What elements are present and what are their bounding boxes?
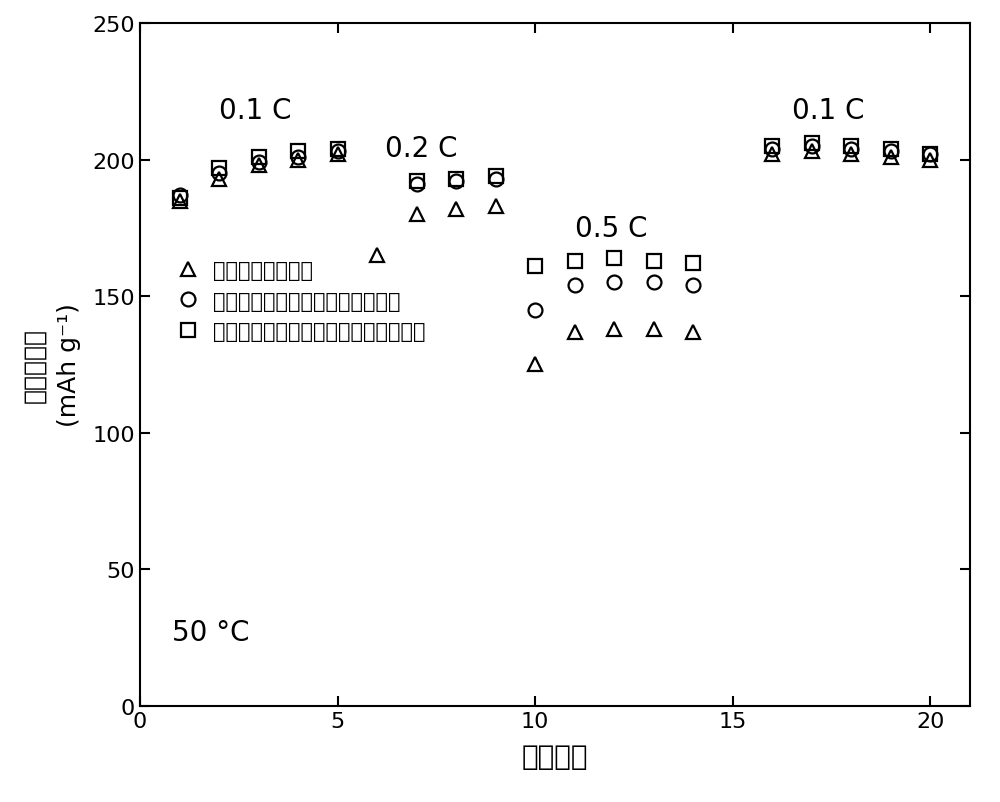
物理混合填料的聚合物固态电解质	[332, 148, 344, 157]
物理混合填料的聚合物固态电解质	[648, 278, 660, 288]
气相渗透法处理后的聚合物固态电解质	[885, 144, 897, 154]
Text: 50 °C: 50 °C	[172, 618, 249, 646]
气相渗透法处理后的聚合物固态电解质	[253, 153, 265, 163]
气相渗透法处理后的聚合物固态电解质	[766, 142, 778, 152]
聚合物固态电解质	[845, 150, 857, 160]
气相渗透法处理后的聚合物固态电解质	[569, 257, 581, 266]
Line: 气相渗透法处理后的聚合物固态电解质: 气相渗透法处理后的聚合物固态电解质	[173, 137, 937, 273]
Legend: 聚合物固态电解质, 物理混合填料的聚合物固态电解质, 气相渗透法处理后的聚合物固态电解质: 聚合物固态电解质, 物理混合填料的聚合物固态电解质, 气相渗透法处理后的聚合物固…	[167, 253, 434, 350]
聚合物固态电解质	[766, 150, 778, 160]
物理混合填料的聚合物固态电解质	[253, 158, 265, 168]
物理混合填料的聚合物固态电解质	[213, 169, 225, 179]
物理混合填料的聚合物固态电解质	[806, 142, 818, 152]
Text: 0.1 C: 0.1 C	[219, 97, 292, 125]
气相渗透法处理后的聚合物固态电解质	[845, 142, 857, 152]
聚合物固态电解质	[332, 150, 344, 160]
Line: 物理混合填料的聚合物固态电解质: 物理混合填料的聚合物固态电解质	[173, 140, 937, 318]
物理混合填料的聚合物固态电解质	[766, 144, 778, 154]
气相渗透法处理后的聚合物固态电解质	[213, 164, 225, 173]
物理混合填料的聚合物固态电解质	[490, 175, 502, 184]
气相渗透法处理后的聚合物固态电解质	[806, 140, 818, 149]
聚合物固态电解质	[885, 153, 897, 163]
聚合物固态电解质	[174, 196, 186, 206]
气相渗透法处理后的聚合物固态电解质	[648, 257, 660, 266]
物理混合填料的聚合物固态电解质	[569, 281, 581, 290]
物理混合填料的聚合物固态电解质	[608, 278, 620, 288]
物理混合填料的聚合物固态电解质	[450, 177, 462, 187]
气相渗透法处理后的聚合物固态电解质	[687, 259, 699, 269]
聚合物固态电解质	[924, 156, 936, 165]
气相渗透法处理后的聚合物固态电解质	[292, 148, 304, 157]
气相渗透法处理后的聚合物固态电解质	[490, 172, 502, 181]
聚合物固态电解质	[292, 156, 304, 165]
聚合物固态电解质	[806, 148, 818, 157]
物理混合填料的聚合物固态电解质	[924, 150, 936, 160]
X-axis label: 循环圈数: 循环圈数	[522, 742, 588, 770]
Text: 0.1 C: 0.1 C	[792, 97, 865, 125]
聚合物固态电解质	[490, 202, 502, 212]
Text: 0.2 C: 0.2 C	[385, 136, 458, 163]
聚合物固态电解质	[450, 205, 462, 214]
聚合物固态电解质	[569, 327, 581, 337]
聚合物固态电解质	[648, 325, 660, 334]
气相渗透法处理后的聚合物固态电解质	[924, 150, 936, 160]
气相渗透法处理后的聚合物固态电解质	[411, 177, 423, 187]
物理混合填料的聚合物固态电解质	[687, 281, 699, 290]
聚合物固态电解质	[253, 161, 265, 171]
Text: 0.5 C: 0.5 C	[575, 214, 647, 242]
聚合物固态电解质	[687, 327, 699, 337]
物理混合填料的聚合物固态电解质	[845, 144, 857, 154]
聚合物固态电解质	[608, 325, 620, 334]
聚合物固态电解质	[371, 251, 383, 261]
气相渗透法处理后的聚合物固态电解质	[529, 262, 541, 272]
Line: 聚合物固态电解质: 聚合物固态电解质	[173, 145, 937, 372]
聚合物固态电解质	[411, 210, 423, 220]
气相渗透法处理后的聚合物固态电解质	[608, 253, 620, 263]
物理混合填料的聚合物固态电解质	[885, 148, 897, 157]
物理混合填料的聚合物固态电解质	[174, 191, 186, 200]
物理混合填料的聚合物固态电解质	[529, 306, 541, 315]
气相渗透法处理后的聚合物固态电解质	[174, 194, 186, 204]
气相渗透法处理后的聚合物固态电解质	[450, 175, 462, 184]
Y-axis label: 放电比容量
(mAh g⁻¹): 放电比容量 (mAh g⁻¹)	[22, 303, 81, 427]
聚合物固态电解质	[213, 175, 225, 184]
聚合物固态电解质	[529, 360, 541, 370]
物理混合填料的聚合物固态电解质	[292, 153, 304, 163]
物理混合填料的聚合物固态电解质	[411, 180, 423, 190]
气相渗透法处理后的聚合物固态电解质	[332, 144, 344, 154]
